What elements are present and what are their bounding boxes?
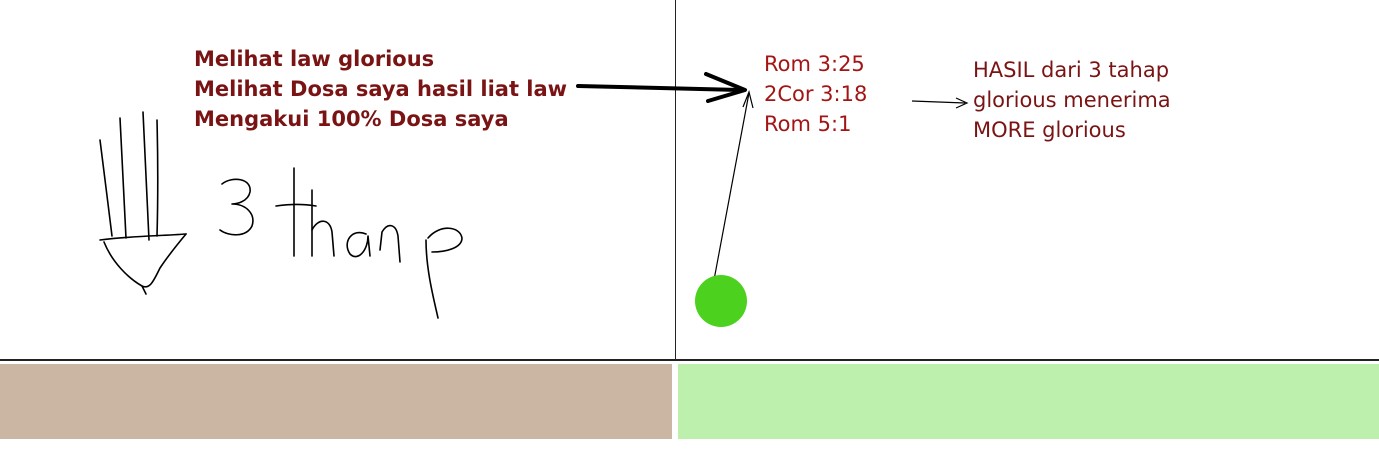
result-line: glorious menerima — [973, 88, 1171, 112]
thin-arrow — [911, 97, 969, 109]
left-color-panel[interactable] — [0, 364, 672, 439]
notes-line: Melihat law glorious — [194, 47, 435, 71]
verse-line: Rom 3:25 — [764, 52, 865, 76]
vertical-divider — [675, 0, 676, 360]
verse-line: Rom 5:1 — [764, 112, 852, 136]
right-color-panel[interactable] — [678, 364, 1379, 439]
cursor-dot[interactable] — [695, 275, 747, 327]
notes-line: Mengakui 100% Dosa saya — [194, 107, 509, 131]
verse-line: 2Cor 3:18 — [764, 82, 868, 106]
pointer-line — [713, 90, 754, 281]
handwritten-down-arrow — [99, 111, 187, 295]
handwritten-label — [219, 167, 463, 319]
horizontal-divider — [0, 359, 1379, 361]
thick-arrow — [576, 72, 747, 103]
result-line: MORE glorious — [973, 118, 1126, 142]
notes-line: Melihat Dosa saya hasil liat law — [194, 77, 568, 101]
notes-text-block: Melihat law glorious Melihat Dosa saya h… — [194, 44, 567, 134]
result-line: HASIL dari 3 tahap — [973, 58, 1170, 82]
result-text-block: HASIL dari 3 tahap glorious menerima MOR… — [973, 55, 1171, 145]
verse-references: Rom 3:25 2Cor 3:18 Rom 5:1 — [764, 49, 867, 139]
